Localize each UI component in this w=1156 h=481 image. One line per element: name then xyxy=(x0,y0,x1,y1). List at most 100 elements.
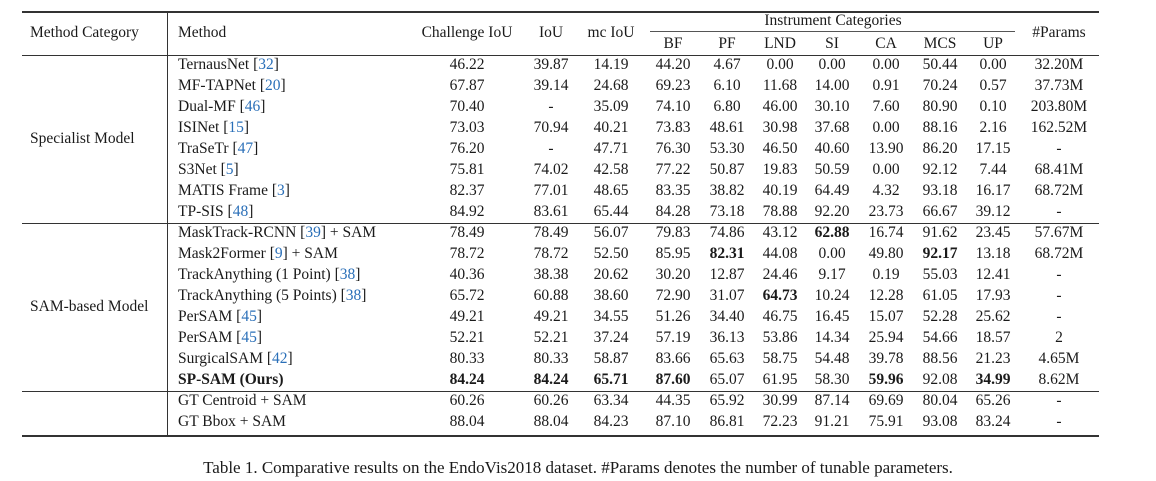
instrument-value-ca: 0.00 xyxy=(872,119,900,136)
table-rule xyxy=(22,55,1099,56)
instrument-value-lnd: 40.19 xyxy=(762,182,798,199)
instrument-value-up: 39.12 xyxy=(975,203,1011,220)
instrument-value-pf: 48.61 xyxy=(709,119,745,136)
instrument-value-up: 0.10 xyxy=(979,98,1007,115)
instrument-value-bf: 30.20 xyxy=(655,266,691,283)
instrument-value-mcs: 93.08 xyxy=(922,413,958,430)
citation-link[interactable]: 3 xyxy=(277,182,285,199)
instrument-value-up: 65.26 xyxy=(975,392,1011,409)
instrument-value-mcs: 66.67 xyxy=(922,203,958,220)
method-name: PerSAM [45] xyxy=(178,329,262,346)
citation-link[interactable]: 9 xyxy=(274,245,283,262)
citation-link[interactable]: 46 xyxy=(244,98,261,115)
challenge-iou-value: 40.36 xyxy=(449,266,485,283)
instrument-value-si: 40.60 xyxy=(814,140,850,157)
citation-link[interactable]: 15 xyxy=(228,119,244,136)
challenge-iou-value: 78.72 xyxy=(449,245,485,262)
citation-link[interactable]: 47 xyxy=(237,140,254,157)
instrument-value-mcs: 92.08 xyxy=(922,371,958,388)
citation-link[interactable]: 5 xyxy=(225,161,234,178)
mc-iou-value: 84.23 xyxy=(593,413,629,430)
instrument-value-si: 14.00 xyxy=(814,77,850,94)
instrument-value-lnd: 58.75 xyxy=(762,350,798,367)
instrument-value-pf: 50.87 xyxy=(709,161,745,178)
iou-value: 38.38 xyxy=(533,266,569,283)
instrument-value-lnd: 64.73 xyxy=(762,287,798,304)
instrument-value-bf: 44.20 xyxy=(655,56,691,73)
header-challenge-iou: Challenge IoU xyxy=(421,24,513,41)
instrument-value-pf: 65.63 xyxy=(709,350,745,367)
method-name: Dual-MF [46] xyxy=(178,98,266,115)
params-value: 37.73M xyxy=(1034,77,1084,94)
instrument-value-si: 0.00 xyxy=(818,56,846,73)
params-value: 2 xyxy=(1055,329,1063,346)
citation-link[interactable]: 32 xyxy=(258,56,274,73)
instrument-value-mcs: 88.56 xyxy=(922,350,958,367)
instrument-value-bf: 79.83 xyxy=(655,224,691,241)
method-name: TrackAnything (5 Points) [38] xyxy=(178,287,367,304)
challenge-iou-value: 49.21 xyxy=(449,308,485,325)
citation-link[interactable]: 42 xyxy=(272,350,288,367)
instrument-value-si: 58.30 xyxy=(814,371,850,388)
mc-iou-value: 34.55 xyxy=(593,308,629,325)
iou-value: 70.94 xyxy=(533,119,569,136)
method-name: SP-SAM (Ours) xyxy=(178,371,284,388)
instrument-value-bf: 69.23 xyxy=(655,77,691,94)
params-value: - xyxy=(1056,413,1062,430)
params-value: 162.52M xyxy=(1030,119,1088,136)
instrument-value-lnd: 53.86 xyxy=(762,329,798,346)
instrument-value-bf: 44.35 xyxy=(655,392,691,409)
citation-link[interactable]: 38 xyxy=(339,266,356,283)
citation-link[interactable]: 20 xyxy=(265,77,281,94)
method-name: MATIS Frame [3] xyxy=(178,182,290,199)
header-instrument-up: UP xyxy=(983,35,1003,52)
instrument-value-lnd: 61.95 xyxy=(762,371,798,388)
header-instrument-lnd: LND xyxy=(764,35,796,52)
citation-link[interactable]: 48 xyxy=(232,203,249,220)
citation-link[interactable]: 45 xyxy=(241,329,257,346)
params-value: - xyxy=(1056,140,1062,157)
citation-link[interactable]: 38 xyxy=(345,287,362,304)
instrument-value-pf: 82.31 xyxy=(709,245,745,262)
method-name: MF-TAPNet [20] xyxy=(178,77,286,94)
instrument-value-lnd: 46.50 xyxy=(762,140,798,157)
instrument-value-ca: 12.28 xyxy=(868,287,904,304)
instrument-value-mcs: 55.03 xyxy=(922,266,958,283)
header-iou: IoU xyxy=(538,24,564,41)
params-value: 57.67M xyxy=(1034,224,1084,241)
params-value: 32.20M xyxy=(1034,56,1084,73)
header-method: Method xyxy=(178,24,227,41)
citation-link[interactable]: 39 xyxy=(305,224,321,241)
mc-iou-value: 47.71 xyxy=(593,140,629,157)
params-value: 8.62M xyxy=(1038,371,1080,388)
header-instrument-mcs: MCS xyxy=(923,35,957,52)
column-separator xyxy=(167,11,168,436)
method-name: SurgicalSAM [42] xyxy=(178,350,293,367)
instrument-value-pf: 6.80 xyxy=(713,98,741,115)
instrument-value-pf: 36.13 xyxy=(709,329,745,346)
iou-value: 78.72 xyxy=(533,245,569,262)
header-instrument-bf: BF xyxy=(663,35,683,52)
instrument-value-pf: 73.18 xyxy=(709,203,745,220)
citation-link[interactable]: 45 xyxy=(241,308,257,325)
iou-value: 60.26 xyxy=(533,392,569,409)
instrument-value-lnd: 44.08 xyxy=(762,245,798,262)
instrument-value-ca: 75.91 xyxy=(868,413,904,430)
instrument-value-pf: 53.30 xyxy=(709,140,745,157)
challenge-iou-value: 84.24 xyxy=(449,371,485,388)
mc-iou-value: 48.65 xyxy=(593,182,629,199)
instrument-value-pf: 86.81 xyxy=(709,413,745,430)
iou-value: 78.49 xyxy=(533,224,569,241)
iou-value: 49.21 xyxy=(533,308,569,325)
instrument-value-lnd: 46.75 xyxy=(762,308,798,325)
iou-value: 52.21 xyxy=(533,329,569,346)
instrument-value-bf: 77.22 xyxy=(655,161,691,178)
instrument-value-bf: 84.28 xyxy=(655,203,691,220)
instrument-value-up: 13.18 xyxy=(975,245,1011,262)
instrument-value-mcs: 70.24 xyxy=(922,77,958,94)
table-rule xyxy=(22,435,1099,437)
instrument-value-si: 87.14 xyxy=(814,392,850,409)
method-name: MaskTrack-RCNN [39] + SAM xyxy=(178,224,377,241)
instrument-value-mcs: 92.12 xyxy=(922,161,958,178)
instrument-value-pf: 38.82 xyxy=(709,182,745,199)
